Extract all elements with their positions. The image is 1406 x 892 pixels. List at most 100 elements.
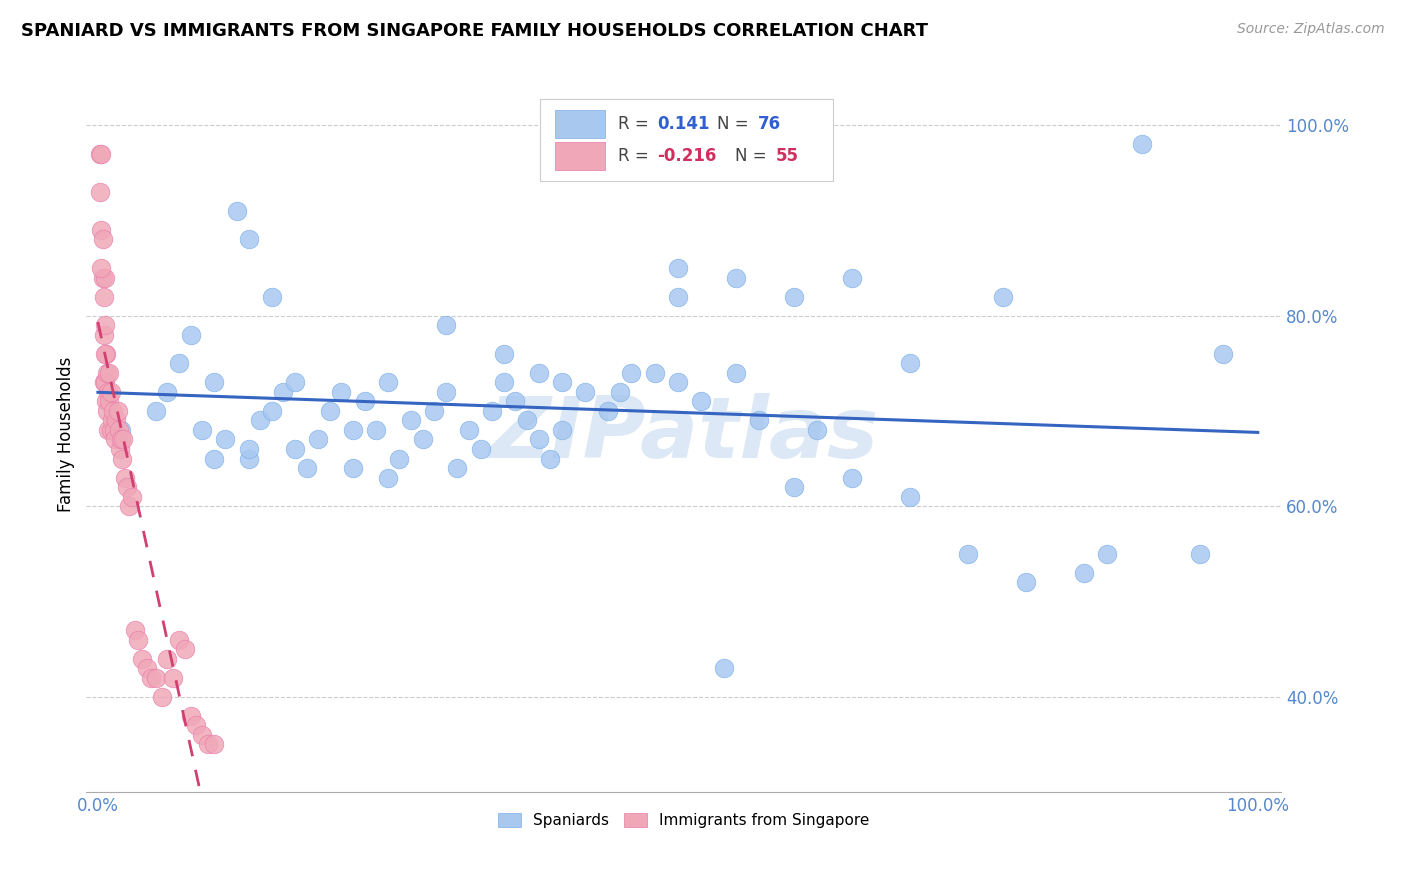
Point	[94, 376, 117, 390]
Point	[366, 423, 388, 437]
Point	[423, 404, 446, 418]
Point	[898, 356, 921, 370]
Point	[295, 461, 318, 475]
Point	[273, 384, 295, 399]
Point	[202, 737, 225, 751]
Point	[89, 185, 111, 199]
Point	[127, 632, 149, 647]
Point	[191, 728, 214, 742]
Point	[724, 366, 747, 380]
Point	[91, 270, 114, 285]
Point	[666, 260, 689, 275]
Point	[93, 327, 115, 342]
Point	[527, 366, 550, 380]
Point	[1130, 137, 1153, 152]
Point	[110, 433, 132, 447]
Point	[118, 499, 141, 513]
Point	[197, 737, 219, 751]
Point	[598, 404, 620, 418]
Point	[156, 384, 179, 399]
Point	[238, 451, 260, 466]
Point	[748, 413, 770, 427]
Point	[107, 404, 129, 418]
Point	[666, 289, 689, 303]
Point	[141, 671, 163, 685]
Point	[226, 203, 249, 218]
Point	[551, 376, 574, 390]
Point	[1073, 566, 1095, 580]
Point	[342, 461, 364, 475]
Point	[538, 451, 561, 466]
Point	[724, 270, 747, 285]
Point	[841, 470, 863, 484]
Point	[330, 384, 353, 399]
Point	[260, 404, 283, 418]
Point	[284, 442, 307, 456]
Point	[458, 423, 481, 437]
Point	[434, 384, 457, 399]
Point	[98, 394, 121, 409]
Point	[94, 270, 117, 285]
Point	[90, 223, 112, 237]
Point	[94, 347, 117, 361]
Text: N =: N =	[735, 147, 766, 165]
Point	[180, 708, 202, 723]
Point	[167, 632, 190, 647]
Point	[124, 623, 146, 637]
Point	[135, 661, 157, 675]
Point	[238, 232, 260, 246]
Point	[644, 366, 666, 380]
Point	[609, 384, 631, 399]
Point	[353, 394, 375, 409]
Text: SPANIARD VS IMMIGRANTS FROM SINGAPORE FAMILY HOUSEHOLDS CORRELATION CHART: SPANIARD VS IMMIGRANTS FROM SINGAPORE FA…	[21, 22, 928, 40]
Point	[191, 423, 214, 437]
Point	[307, 433, 329, 447]
Point	[180, 327, 202, 342]
Point	[96, 366, 118, 380]
Point	[101, 413, 124, 427]
Point	[260, 289, 283, 303]
Point	[202, 376, 225, 390]
Y-axis label: Family Households: Family Households	[58, 357, 75, 512]
Point	[131, 651, 153, 665]
Point	[100, 423, 122, 437]
Point	[186, 718, 208, 732]
Point	[100, 384, 122, 399]
Point	[399, 413, 422, 427]
Point	[1212, 347, 1234, 361]
Point	[991, 289, 1014, 303]
Point	[783, 480, 806, 494]
Point	[620, 366, 643, 380]
Point	[412, 433, 434, 447]
Point	[94, 318, 117, 333]
Text: Source: ZipAtlas.com: Source: ZipAtlas.com	[1237, 22, 1385, 37]
Point	[492, 376, 515, 390]
Point	[121, 490, 143, 504]
Point	[1015, 575, 1038, 590]
Point	[94, 394, 117, 409]
Point	[666, 376, 689, 390]
Point	[574, 384, 596, 399]
Point	[527, 433, 550, 447]
Point	[105, 413, 128, 427]
Point	[107, 423, 129, 437]
Point	[96, 404, 118, 418]
Point	[481, 404, 503, 418]
Text: 76: 76	[758, 115, 780, 133]
Text: R =: R =	[617, 147, 648, 165]
FancyBboxPatch shape	[554, 142, 605, 170]
Point	[505, 394, 527, 409]
Point	[90, 146, 112, 161]
Text: 0.141: 0.141	[658, 115, 710, 133]
Text: 55: 55	[776, 147, 799, 165]
Point	[516, 413, 538, 427]
Point	[783, 289, 806, 303]
Point	[238, 442, 260, 456]
Point	[214, 433, 236, 447]
Point	[110, 423, 132, 437]
Point	[841, 270, 863, 285]
Point	[249, 413, 271, 427]
Point	[1095, 547, 1118, 561]
Point	[470, 442, 492, 456]
Point	[111, 451, 134, 466]
